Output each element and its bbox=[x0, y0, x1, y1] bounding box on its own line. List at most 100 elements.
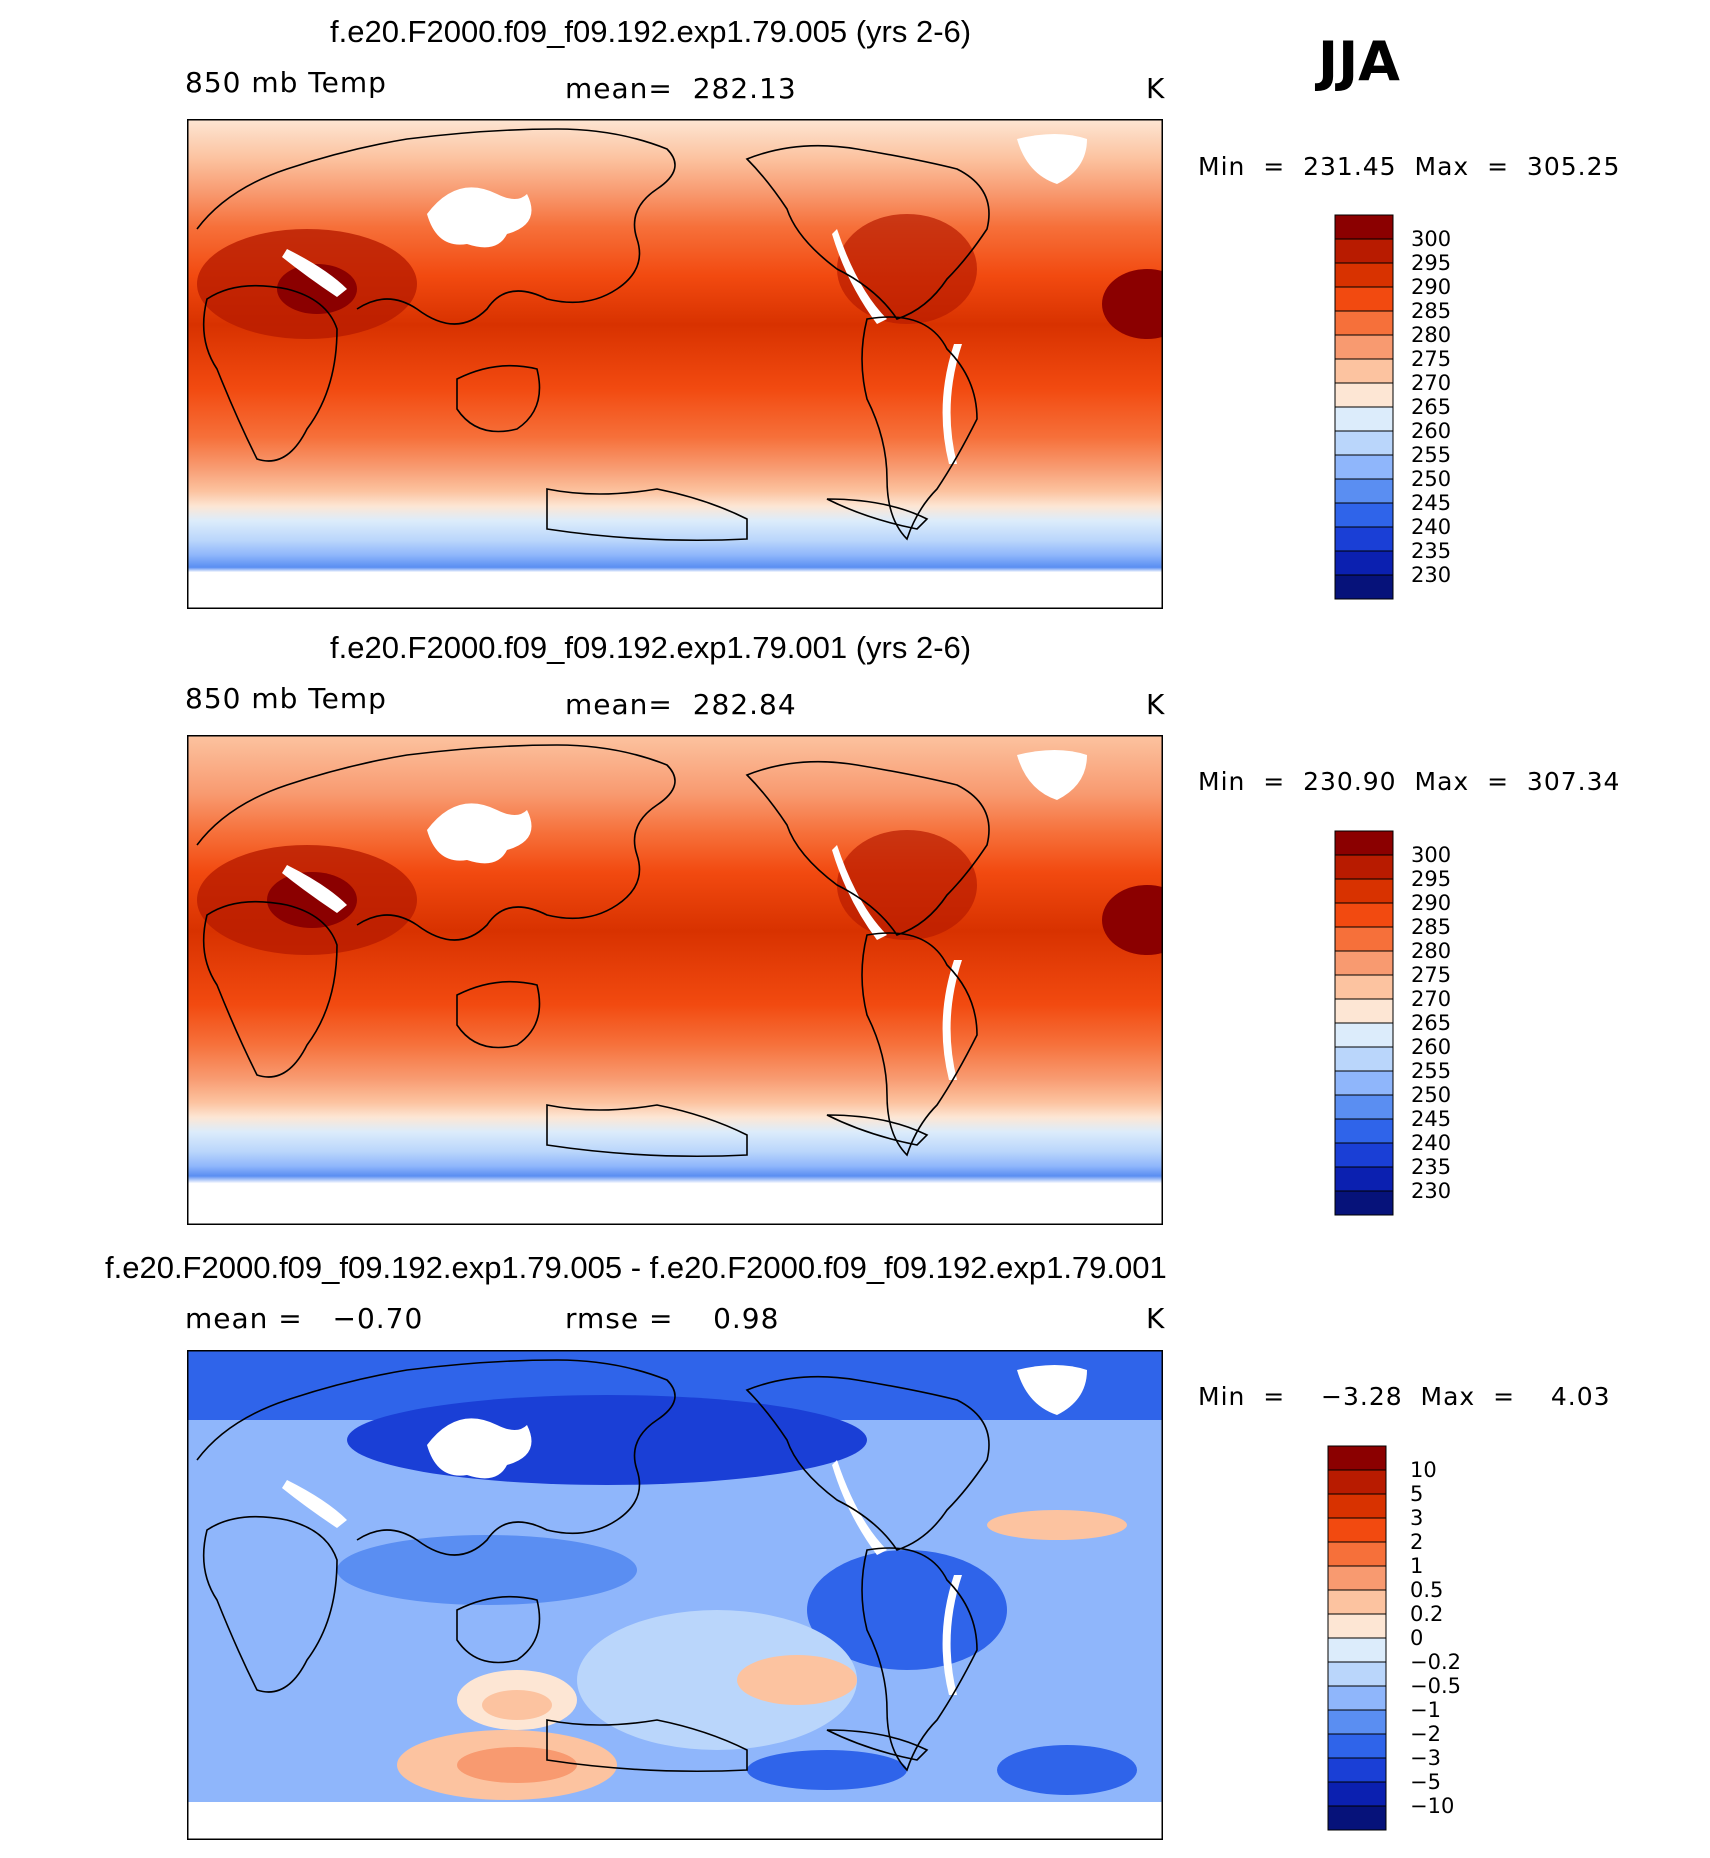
colorbar-swatch bbox=[1334, 1094, 1394, 1120]
colorbar-swatch bbox=[1334, 926, 1394, 952]
colorbar-label: 280 bbox=[1411, 939, 1451, 963]
colorbar-swatch bbox=[1327, 1637, 1387, 1663]
colorbar-swatch bbox=[1327, 1517, 1387, 1543]
panel2-colorbar: 3002952902852802752702652602552502452402… bbox=[1334, 830, 1451, 1216]
panel3-southocean-cold bbox=[747, 1750, 907, 1790]
panel3-units: K bbox=[1146, 1302, 1166, 1335]
colorbar-swatch bbox=[1334, 1118, 1394, 1144]
panel1-coastlines bbox=[196, 128, 990, 542]
panel2-coastlines bbox=[196, 744, 990, 1158]
colorbar-label: −2 bbox=[1410, 1722, 1441, 1746]
panel3-southatl-cold bbox=[997, 1745, 1137, 1795]
panel1-field bbox=[187, 119, 1163, 609]
panel1-colorbar-swatches bbox=[1334, 214, 1394, 600]
colorbar-swatch bbox=[1334, 382, 1394, 408]
panel2-hot-arabia bbox=[267, 872, 357, 928]
panel2-title: f.e20.F2000.f09_f09.192.exp1.79.001 (yrs… bbox=[330, 630, 972, 665]
colorbar-label: 0.2 bbox=[1410, 1602, 1443, 1626]
colorbar-swatch bbox=[1334, 1046, 1394, 1072]
colorbar-swatch bbox=[1334, 406, 1394, 432]
colorbar-label: 230 bbox=[1411, 1179, 1451, 1203]
panel2-andes-mask bbox=[942, 960, 962, 1080]
panel1-mean: mean= 282.13 bbox=[565, 72, 797, 105]
colorbar-swatch bbox=[1334, 262, 1394, 288]
panel3-frame bbox=[187, 1350, 1163, 1840]
panel1-colorbar: 3002952902852802752702652602552502452402… bbox=[1334, 214, 1451, 600]
panel1-hot-arabia bbox=[277, 264, 357, 314]
colorbar-swatch bbox=[1327, 1733, 1387, 1759]
panel2-hot-sahara bbox=[1102, 885, 1163, 955]
panel3-australia-core bbox=[482, 1690, 552, 1720]
panel1-tibet-mask bbox=[427, 187, 532, 248]
colorbar-swatch bbox=[1334, 1166, 1394, 1192]
panel1-title: f.e20.F2000.f09_f09.192.exp1.79.005 (yrs… bbox=[330, 14, 972, 49]
colorbar-swatch bbox=[1334, 334, 1394, 360]
panel1-rockies-mask bbox=[832, 229, 887, 324]
colorbar-swatch bbox=[1334, 310, 1394, 336]
colorbar-label: 1 bbox=[1410, 1554, 1423, 1578]
colorbar-swatch bbox=[1327, 1709, 1387, 1735]
colorbar-label: 235 bbox=[1411, 539, 1451, 563]
colorbar-swatch bbox=[1334, 430, 1394, 456]
colorbar-swatch bbox=[1334, 526, 1394, 552]
colorbar-label: 245 bbox=[1411, 1107, 1451, 1131]
panel3-minmax: Min = −3.28 Max = 4.03 bbox=[1198, 1382, 1611, 1411]
colorbar-swatch bbox=[1327, 1685, 1387, 1711]
panel3-pacific-warm-halo bbox=[577, 1610, 857, 1750]
colorbar-swatch bbox=[1327, 1613, 1387, 1639]
panel3-greenland-mask bbox=[1017, 1365, 1087, 1415]
colorbar-label: 235 bbox=[1411, 1155, 1451, 1179]
panel3-eurasia-cold bbox=[347, 1395, 867, 1485]
colorbar-swatch bbox=[1327, 1541, 1387, 1567]
colorbar-label: 270 bbox=[1411, 987, 1451, 1011]
panel3-indian-cold bbox=[337, 1535, 637, 1605]
panel3-rockies-mask bbox=[832, 1460, 887, 1555]
panel1-units: K bbox=[1146, 72, 1166, 105]
panel2-hot-namerica bbox=[837, 830, 977, 940]
panel2-map bbox=[187, 735, 1163, 1225]
colorbar-label: 295 bbox=[1411, 867, 1451, 891]
colorbar-swatch bbox=[1334, 974, 1394, 1000]
panel3-pacific-warm bbox=[737, 1655, 857, 1705]
colorbar-label: 2 bbox=[1410, 1530, 1423, 1554]
panel1-variable: 850 mb Temp bbox=[185, 66, 387, 99]
colorbar-swatch bbox=[1334, 550, 1394, 576]
colorbar-label: 5 bbox=[1410, 1482, 1423, 1506]
panel3-mean: mean = −0.70 bbox=[185, 1302, 424, 1335]
panel3-map bbox=[187, 1350, 1163, 1840]
colorbar-label: 270 bbox=[1411, 371, 1451, 395]
panel2-field bbox=[187, 735, 1163, 1225]
colorbar-label: 3 bbox=[1410, 1506, 1423, 1530]
colorbar-swatch bbox=[1334, 1022, 1394, 1048]
colorbar-label: 265 bbox=[1411, 1011, 1451, 1035]
panel3-zagros-mask bbox=[282, 1480, 347, 1528]
colorbar-label: 260 bbox=[1411, 419, 1451, 443]
colorbar-swatch bbox=[1327, 1445, 1387, 1471]
panel3-andes-mask bbox=[942, 1575, 962, 1695]
colorbar-label: 250 bbox=[1411, 467, 1451, 491]
colorbar-label: 300 bbox=[1411, 227, 1451, 251]
colorbar-label: 285 bbox=[1411, 299, 1451, 323]
panel3-rmse: rmse = 0.98 bbox=[565, 1302, 780, 1335]
colorbar-label: −10 bbox=[1410, 1794, 1454, 1818]
panel1-greenland-mask bbox=[1017, 134, 1087, 184]
panel2-zagros-mask bbox=[282, 865, 347, 913]
panel1-hot-sahara bbox=[1102, 269, 1163, 339]
panel2-variable: 850 mb Temp bbox=[185, 682, 387, 715]
colorbar-label: 295 bbox=[1411, 251, 1451, 275]
colorbar-label: 285 bbox=[1411, 915, 1451, 939]
panel2-greenland-mask bbox=[1017, 750, 1087, 800]
colorbar-label: 280 bbox=[1411, 323, 1451, 347]
panel1-minmax: Min = 231.45 Max = 305.25 bbox=[1198, 152, 1621, 181]
panel2-units: K bbox=[1146, 688, 1166, 721]
colorbar-label: 255 bbox=[1411, 1059, 1451, 1083]
colorbar-swatch bbox=[1327, 1661, 1387, 1687]
colorbar-swatch bbox=[1327, 1805, 1387, 1831]
colorbar-swatch bbox=[1334, 454, 1394, 480]
panel2-colorbar-swatches bbox=[1334, 830, 1394, 1216]
colorbar-label: −3 bbox=[1410, 1746, 1441, 1770]
panel1-zagros-mask bbox=[282, 249, 347, 297]
panel2-mean: mean= 282.84 bbox=[565, 688, 797, 721]
colorbar-label: 10 bbox=[1410, 1458, 1437, 1482]
